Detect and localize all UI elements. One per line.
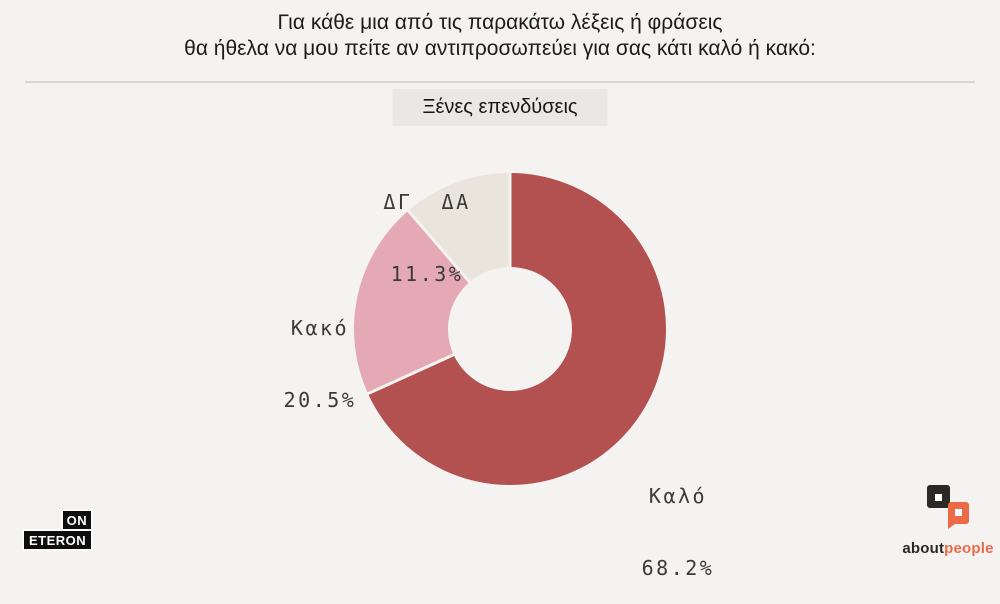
chart-subtitle-chip: Ξένες επενδύσεις [392, 89, 608, 126]
slice-percentage: 20.5% [283, 388, 357, 412]
slice-name: ΔΓ ΔΑ [383, 190, 471, 214]
donut-slice-1 [353, 210, 470, 394]
aboutpeople-speech-bubbles-icon [927, 485, 969, 529]
title-line-2: θα ήθελα να μου πείτε αν αντιπροσωπεύει … [184, 37, 816, 60]
donut-chart [353, 172, 666, 486]
aboutpeople-word-people: people [944, 540, 994, 557]
slice-percentage: 11.3% [390, 262, 464, 286]
donut-slice-2 [408, 173, 510, 282]
survey-question-title: Για κάθε μια από τις παρακάτω λέξεις ή φ… [0, 10, 1000, 62]
aboutpeople-logo: aboutpeople [901, 484, 995, 557]
slice-label-kalo: Καλό 68.2% [642, 436, 715, 604]
donut-slice-0 [368, 173, 666, 486]
slice-label-kako: Κακό 20.5% [284, 268, 357, 436]
slice-separator [406, 208, 473, 286]
eteron-logo-name: ETERON [22, 529, 94, 551]
slice-separator [366, 352, 457, 396]
title-line-1: Για κάθε μια από τις παρακάτω λέξεις ή φ… [277, 11, 723, 34]
header-divider [25, 81, 975, 83]
slice-label-dg-da: ΔΓ ΔΑ 11.3% [383, 142, 470, 310]
slice-name: Κακό [290, 316, 350, 340]
eteron-logo: ON ETERON [22, 509, 94, 551]
slice-name: Καλό [648, 484, 708, 508]
eteron-logo-on: ON [60, 509, 94, 531]
aboutpeople-wordmark: aboutpeople [901, 540, 995, 557]
aboutpeople-word-about: about [902, 540, 945, 557]
